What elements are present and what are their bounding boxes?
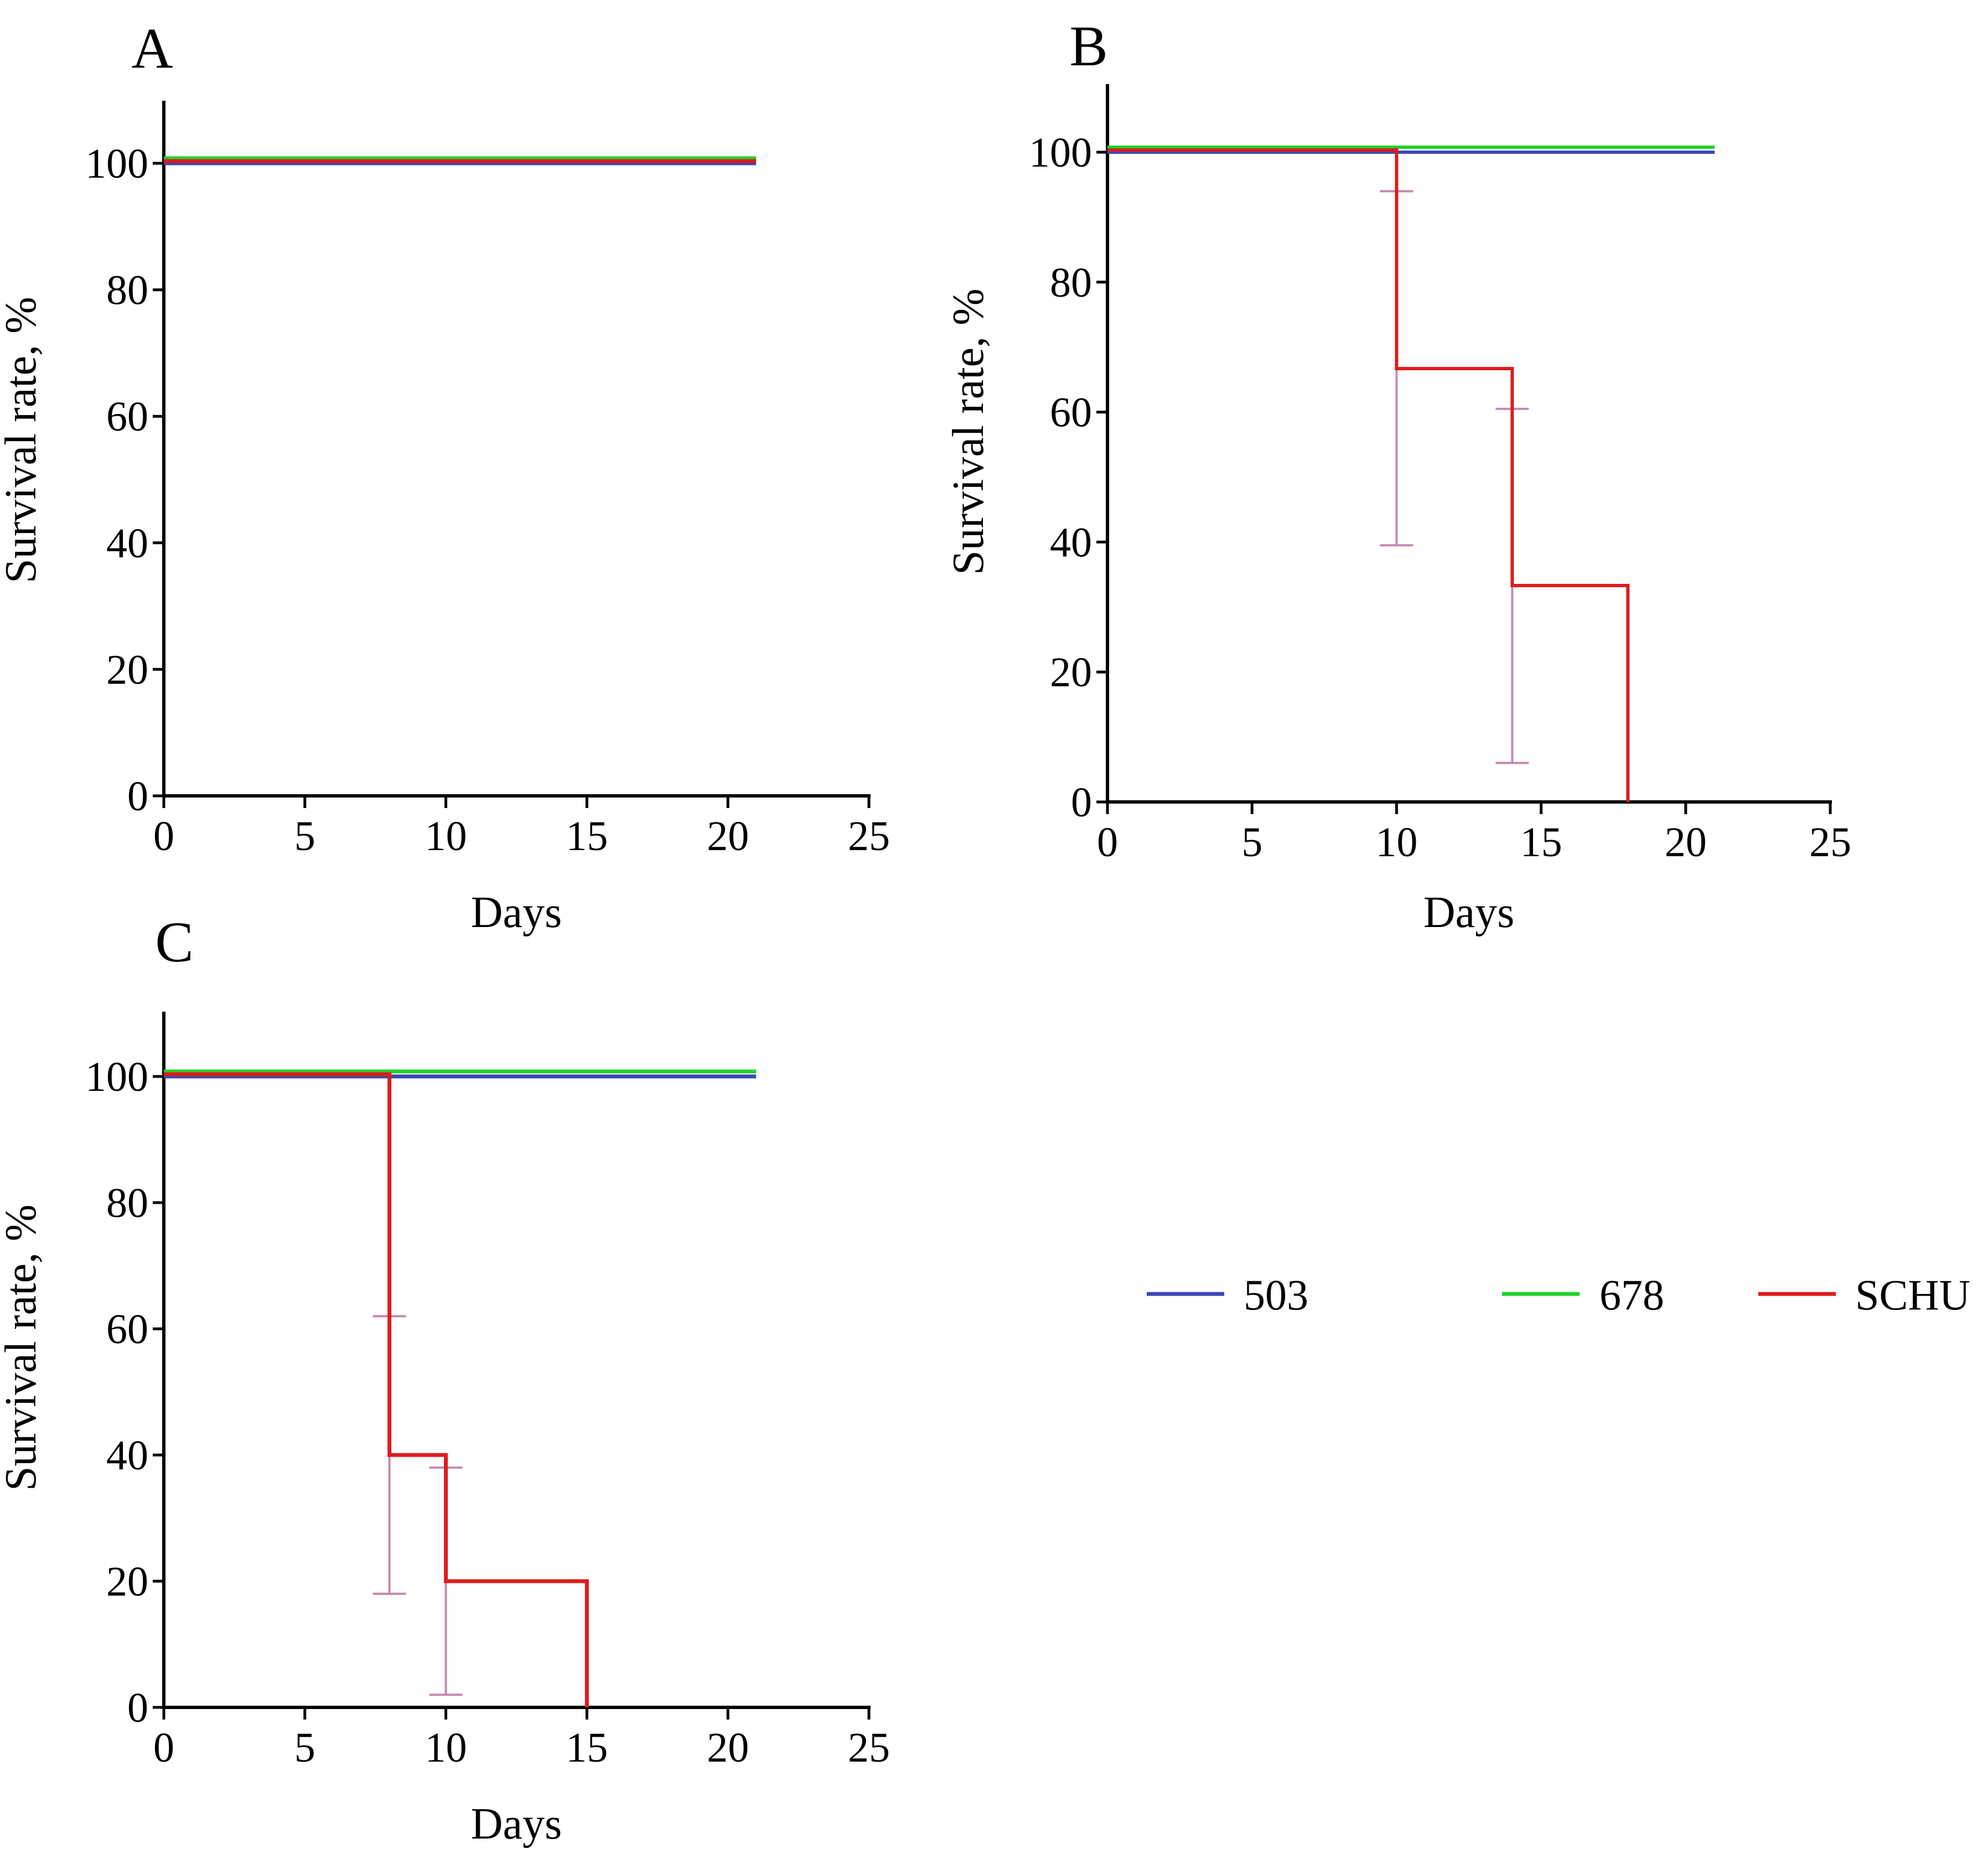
x-tick-label: 0: [153, 1725, 174, 1771]
y-tick-label: 100: [85, 141, 148, 187]
y-tick-label: 80: [106, 267, 148, 314]
y-tick-label: 40: [1050, 519, 1092, 566]
panel-c: C 0 20 40 60 80 100 0 5 10 15 20 25 Days Survival rate…: [0, 910, 890, 1849]
x-tick-label: 10: [425, 813, 467, 859]
x-tick-label: 25: [848, 813, 890, 859]
x-tick-label: 25: [1809, 819, 1851, 866]
x-tick-label: 15: [1520, 819, 1562, 866]
y-tick-label: 0: [127, 1685, 148, 1731]
y-tick-label: 60: [106, 393, 148, 440]
x-tick-label: 20: [1665, 819, 1707, 866]
y-axis-title: Survival rate, %: [0, 297, 45, 583]
series-line-schu: [1107, 148, 1630, 802]
legend-label-678: 678: [1599, 1271, 1664, 1319]
series-line-schu: [164, 1072, 589, 1707]
x-tick-label: 10: [1375, 819, 1417, 866]
legend: 503 678 SCHU: [1147, 1271, 1970, 1319]
y-tick-label: 0: [127, 773, 148, 820]
panel-label: C: [155, 910, 193, 974]
x-tick-label: 10: [425, 1725, 467, 1771]
y-tick-label: 60: [1050, 390, 1092, 436]
x-tick-label: 15: [566, 813, 608, 859]
x-tick-label: 20: [707, 813, 749, 859]
legend-label-503: 503: [1244, 1271, 1308, 1319]
y-tick-label: 40: [106, 520, 148, 567]
y-tick-label: 100: [85, 1054, 148, 1100]
x-axis-title: Days: [1423, 888, 1514, 937]
x-axis-title: Days: [471, 888, 562, 937]
x-tick-label: 5: [294, 813, 315, 859]
x-tick-label: 15: [566, 1725, 608, 1771]
x-tick-label: 25: [848, 1725, 890, 1771]
y-axis-title: Survival rate, %: [0, 1204, 45, 1491]
y-tick-label: 80: [106, 1180, 148, 1226]
y-tick-label: 60: [106, 1306, 148, 1353]
x-tick-label: 20: [707, 1725, 749, 1771]
panel-a: A 0 20 40 60 80 100 0 5 10 15 20 25 Days Survival rate…: [0, 17, 890, 937]
panel-label: B: [1069, 14, 1107, 78]
panel-b: B 0 20 40 60 80 100 0 5 10 15 20 25 Days Survival rate…: [944, 14, 1851, 937]
x-tick-label: 5: [1241, 819, 1262, 866]
y-tick-label: 80: [1050, 260, 1092, 306]
y-tick-label: 20: [106, 646, 148, 693]
x-tick-label: 5: [294, 1725, 315, 1771]
x-tick-label: 0: [153, 813, 174, 859]
legend-label-schu: SCHU: [1855, 1271, 1970, 1319]
y-tick-label: 20: [1050, 649, 1092, 696]
y-tick-label: 0: [1071, 779, 1092, 826]
x-axis-title: Days: [471, 1800, 562, 1849]
y-tick-label: 40: [106, 1432, 148, 1479]
panel-label: A: [131, 17, 173, 80]
y-axis-title: Survival rate, %: [944, 288, 993, 575]
x-tick-label: 0: [1097, 819, 1118, 866]
y-tick-label: 20: [106, 1558, 148, 1605]
y-tick-label: 100: [1029, 130, 1092, 176]
